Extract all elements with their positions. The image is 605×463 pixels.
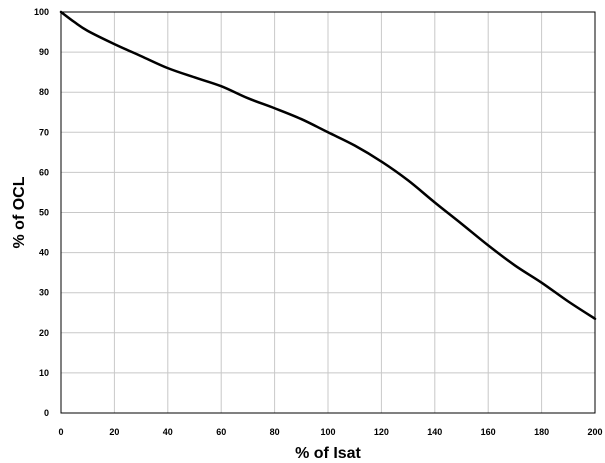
y-tick-label: 40 [39, 248, 49, 258]
y-tick-label: 20 [39, 328, 49, 338]
x-tick-label: 80 [270, 427, 280, 437]
plot-area-frame [60, 11, 596, 414]
x-tick-label: 200 [587, 427, 602, 437]
x-axis-title: % of Isat [295, 445, 361, 462]
x-tick-label: 120 [374, 427, 389, 437]
x-tick-label: 0 [58, 427, 63, 437]
x-tick-label: 20 [109, 427, 119, 437]
series-line [59, 10, 597, 321]
y-tick-label: 30 [39, 288, 49, 298]
x-tick-label: 60 [216, 427, 226, 437]
y-tick-label: 0 [44, 408, 49, 418]
x-tick-label: 100 [320, 427, 335, 437]
x-tick-label: 160 [481, 427, 496, 437]
y-tick-label: 80 [39, 87, 49, 97]
x-tick-label: 40 [163, 427, 173, 437]
x-tick-label: 140 [427, 427, 442, 437]
y-axis-title: % of OCL [11, 176, 28, 248]
y-tick-label: 50 [39, 208, 49, 218]
y-tick-label: 90 [39, 47, 49, 57]
x-tick-label: 180 [534, 427, 549, 437]
y-tick-label: 100 [34, 7, 49, 17]
series-layer [59, 10, 597, 321]
y-tick-label: 70 [39, 127, 49, 137]
x-axis-tick-labels: 0 20 40 60 80 100 120 140 160 180 200 [58, 427, 602, 437]
y-tick-label: 60 [39, 167, 49, 177]
y-tick-label: 10 [39, 368, 49, 378]
y-axis-tick-labels: 0 10 20 30 40 50 60 70 80 90 100 [34, 7, 49, 418]
grid [61, 12, 595, 413]
